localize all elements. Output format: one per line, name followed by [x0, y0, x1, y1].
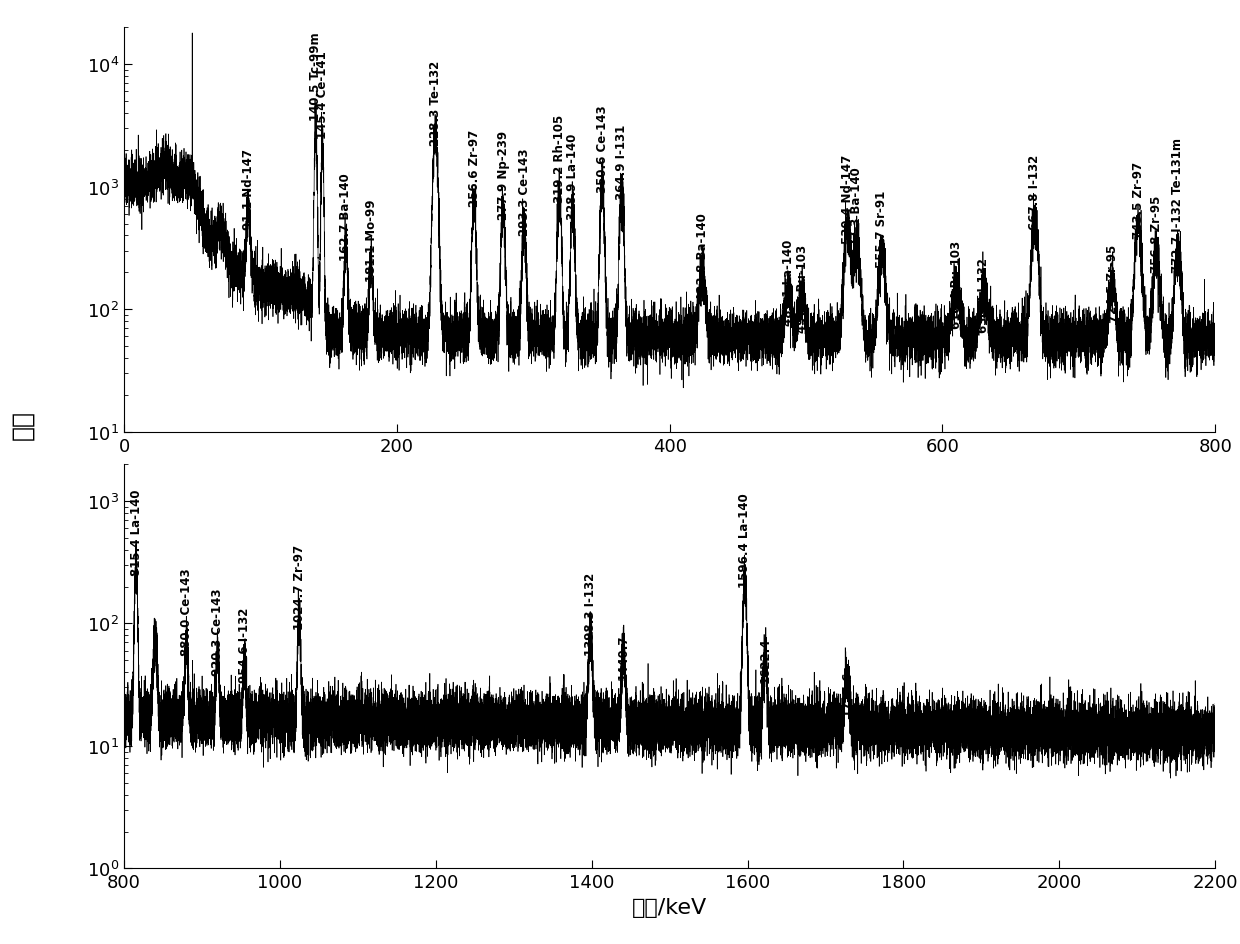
Text: 91.1 Nd-147: 91.1 Nd-147 — [242, 149, 254, 230]
Text: 756.8 Zr-95: 756.8 Zr-95 — [1149, 195, 1163, 273]
Text: 530.4 Nd-147: 530.4 Nd-147 — [841, 154, 854, 244]
Text: 610.4 Ru-103: 610.4 Ru-103 — [950, 241, 963, 329]
Text: 487.1 La-140: 487.1 La-140 — [782, 239, 795, 325]
Text: 724.5 Zr-95: 724.5 Zr-95 — [1106, 244, 1118, 322]
Text: 423.8 Ba-140: 423.8 Ba-140 — [696, 212, 708, 300]
Text: 743.5 Zr-97: 743.5 Zr-97 — [1132, 161, 1145, 239]
Text: 256.6 Zr-97: 256.6 Zr-97 — [467, 129, 481, 207]
Text: 350.6 Ce-143: 350.6 Ce-143 — [595, 106, 609, 194]
Text: 319.2 Rh-105: 319.2 Rh-105 — [553, 114, 565, 203]
Text: 364.9 I-131: 364.9 I-131 — [615, 125, 629, 199]
X-axis label: 能量/keV: 能量/keV — [632, 897, 707, 917]
Text: 328.9 La-140: 328.9 La-140 — [567, 133, 579, 219]
Text: 228.3 Te-132: 228.3 Te-132 — [429, 60, 441, 145]
Text: 555.7 Sr-91: 555.7 Sr-91 — [875, 191, 889, 268]
Text: 667.8 I-132: 667.8 I-132 — [1028, 155, 1042, 230]
Text: 537.3 Ba-140: 537.3 Ba-140 — [851, 167, 863, 255]
Text: 162.7 Ba-140: 162.7 Ba-140 — [340, 174, 352, 261]
Text: 1024.7 Zr-97: 1024.7 Zr-97 — [293, 545, 305, 630]
Text: 772.7 I-132 Te-131m: 772.7 I-132 Te-131m — [1172, 138, 1184, 273]
Text: 815.4 La-140: 815.4 La-140 — [129, 489, 143, 575]
Text: 920.3 Ce-143: 920.3 Ce-143 — [211, 588, 224, 675]
Text: 181.1 Mo-99: 181.1 Mo-99 — [365, 199, 377, 281]
Text: 1727.6: 1727.6 — [841, 669, 853, 715]
Text: 277.9 Np-239: 277.9 Np-239 — [496, 130, 510, 219]
Text: 1596.4 La-140: 1596.4 La-140 — [738, 492, 751, 587]
Text: 145.4 Ce-141: 145.4 Ce-141 — [316, 51, 329, 139]
Text: 880.0 Ce-143: 880.0 Ce-143 — [180, 568, 193, 655]
Text: 954.6 I-132: 954.6 I-132 — [238, 607, 250, 683]
Text: 计数: 计数 — [10, 410, 35, 440]
Text: 1622.4: 1622.4 — [759, 637, 771, 683]
Text: 497.1 Ru-103: 497.1 Ru-103 — [796, 244, 808, 333]
Text: 630.3 I-132: 630.3 I-132 — [977, 258, 991, 333]
Text: 1398.3 I-132: 1398.3 I-132 — [584, 572, 596, 655]
Text: 293.3 Ce-143: 293.3 Ce-143 — [517, 149, 531, 236]
Text: 1440.7: 1440.7 — [616, 634, 630, 680]
Text: 140.5 Tc-99m: 140.5 Tc-99m — [309, 32, 322, 121]
